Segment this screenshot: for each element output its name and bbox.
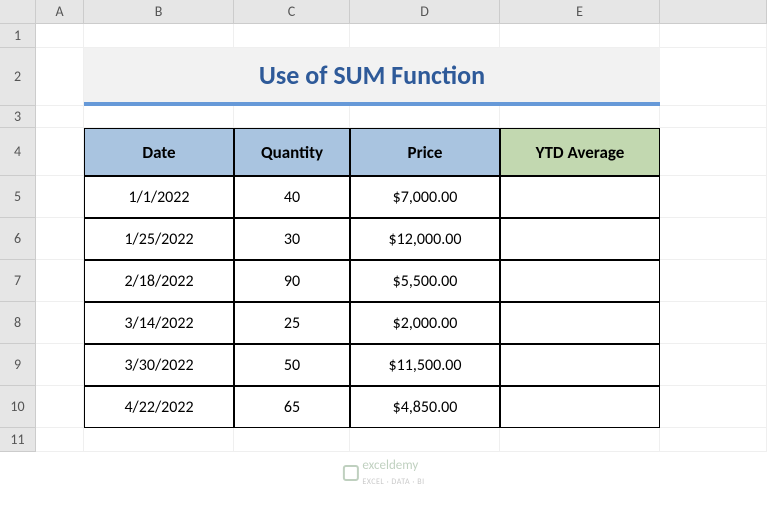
- cell-F5[interactable]: [660, 176, 767, 218]
- cell-date-2[interactable]: 2/18/2022: [84, 260, 234, 302]
- cell-A4[interactable]: [36, 128, 84, 176]
- row-header-6[interactable]: 6: [0, 218, 36, 260]
- cell-C11[interactable]: [234, 428, 350, 452]
- cell-B3[interactable]: [84, 106, 234, 128]
- watermark-name: exceldemy: [362, 458, 418, 473]
- cell-price-0[interactable]: $7,000.00: [350, 176, 500, 218]
- row-header-5[interactable]: 5: [0, 176, 36, 218]
- col-header-C[interactable]: C: [234, 0, 350, 24]
- watermark: exceldemy EXCEL · DATA · BI: [342, 458, 424, 488]
- cell-F11[interactable]: [660, 428, 767, 452]
- cell-qty-1[interactable]: 30: [234, 218, 350, 260]
- cell-price-5[interactable]: $4,850.00: [350, 386, 500, 428]
- row-header-8[interactable]: 8: [0, 302, 36, 344]
- cell-ytd-4[interactable]: [500, 344, 660, 386]
- cell-A7[interactable]: [36, 260, 84, 302]
- cell-F6[interactable]: [660, 218, 767, 260]
- cell-qty-4[interactable]: 50: [234, 344, 350, 386]
- cell-C1[interactable]: [234, 24, 350, 48]
- row-header-2[interactable]: 2: [0, 48, 36, 106]
- col-header-E[interactable]: E: [500, 0, 660, 24]
- col-header-D[interactable]: D: [350, 0, 500, 24]
- cell-E11[interactable]: [500, 428, 660, 452]
- row-header-3[interactable]: 3: [0, 106, 36, 128]
- cell-A8[interactable]: [36, 302, 84, 344]
- cell-ytd-5[interactable]: [500, 386, 660, 428]
- cell-price-4[interactable]: $11,500.00: [350, 344, 500, 386]
- cell-F3[interactable]: [660, 106, 767, 128]
- cell-D3[interactable]: [350, 106, 500, 128]
- row-header-7[interactable]: 7: [0, 260, 36, 302]
- cell-price-2[interactable]: $5,500.00: [350, 260, 500, 302]
- cell-D11[interactable]: [350, 428, 500, 452]
- cell-F8[interactable]: [660, 302, 767, 344]
- cell-E1[interactable]: [500, 24, 660, 48]
- watermark-sub: EXCEL · DATA · BI: [362, 477, 424, 487]
- cell-date-0[interactable]: 1/1/2022: [84, 176, 234, 218]
- cell-qty-3[interactable]: 25: [234, 302, 350, 344]
- cell-qty-5[interactable]: 65: [234, 386, 350, 428]
- cell-E3[interactable]: [500, 106, 660, 128]
- cell-F2[interactable]: [660, 48, 767, 106]
- cell-B11[interactable]: [84, 428, 234, 452]
- cell-C3[interactable]: [234, 106, 350, 128]
- cell-F7[interactable]: [660, 260, 767, 302]
- cell-B1[interactable]: [84, 24, 234, 48]
- select-all-corner[interactable]: [0, 0, 36, 24]
- cell-A6[interactable]: [36, 218, 84, 260]
- col-header-A[interactable]: A: [36, 0, 84, 24]
- col-header-blank: [660, 0, 767, 24]
- cell-price-1[interactable]: $12,000.00: [350, 218, 500, 260]
- cell-date-1[interactable]: 1/25/2022: [84, 218, 234, 260]
- cell-A10[interactable]: [36, 386, 84, 428]
- row-header-4[interactable]: 4: [0, 128, 36, 176]
- cell-ytd-1[interactable]: [500, 218, 660, 260]
- cell-ytd-3[interactable]: [500, 302, 660, 344]
- row-header-10[interactable]: 10: [0, 386, 36, 428]
- cell-F1[interactable]: [660, 24, 767, 48]
- header-quantity[interactable]: Quantity: [234, 128, 350, 176]
- cell-D1[interactable]: [350, 24, 500, 48]
- row-header-11[interactable]: 11: [0, 428, 36, 452]
- cell-date-4[interactable]: 3/30/2022: [84, 344, 234, 386]
- row-header-1[interactable]: 1: [0, 24, 36, 48]
- cell-price-3[interactable]: $2,000.00: [350, 302, 500, 344]
- cell-qty-2[interactable]: 90: [234, 260, 350, 302]
- col-header-B[interactable]: B: [84, 0, 234, 24]
- cell-F4[interactable]: [660, 128, 767, 176]
- cell-F10[interactable]: [660, 386, 767, 428]
- row-header-9[interactable]: 9: [0, 344, 36, 386]
- title-cell[interactable]: Use of SUM Function: [84, 48, 660, 106]
- cell-A2[interactable]: [36, 48, 84, 106]
- cell-date-3[interactable]: 3/14/2022: [84, 302, 234, 344]
- cell-A1[interactable]: [36, 24, 84, 48]
- cell-A5[interactable]: [36, 176, 84, 218]
- cell-date-5[interactable]: 4/22/2022: [84, 386, 234, 428]
- cell-F9[interactable]: [660, 344, 767, 386]
- header-date[interactable]: Date: [84, 128, 234, 176]
- watermark-logo-icon: [342, 465, 358, 481]
- cell-A11[interactable]: [36, 428, 84, 452]
- cell-ytd-2[interactable]: [500, 260, 660, 302]
- spreadsheet-grid: A B C D E 1 2 Use of SUM Function 3 4 Da…: [0, 0, 767, 452]
- header-ytd[interactable]: YTD Average: [500, 128, 660, 176]
- cell-qty-0[interactable]: 40: [234, 176, 350, 218]
- header-price[interactable]: Price: [350, 128, 500, 176]
- cell-A9[interactable]: [36, 344, 84, 386]
- cell-ytd-0[interactable]: [500, 176, 660, 218]
- cell-A3[interactable]: [36, 106, 84, 128]
